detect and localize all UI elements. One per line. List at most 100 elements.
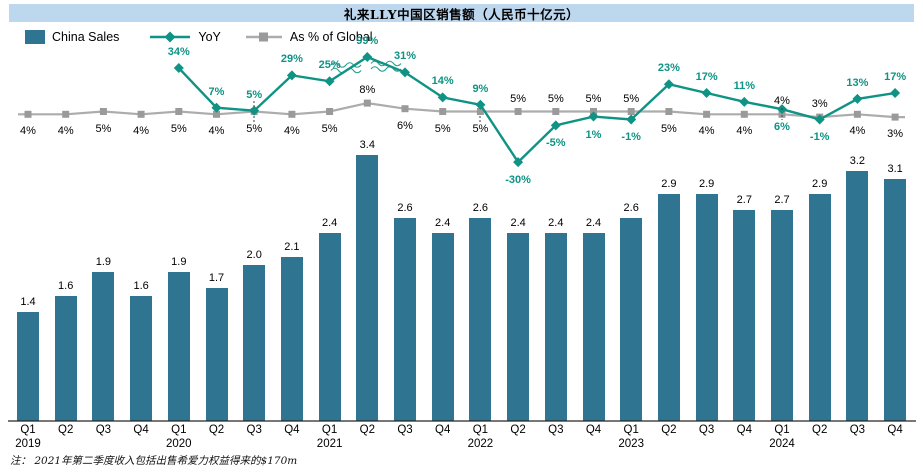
yoy-label: 99%: [356, 35, 379, 47]
diamond-marker: [701, 88, 712, 99]
sales-bar: [469, 217, 492, 421]
bar-value-label: 2.4: [548, 217, 564, 230]
sales-bar: [167, 272, 190, 421]
sales-bar: [92, 272, 115, 421]
x-tick-label: Q2: [812, 424, 828, 436]
year-label: 2020: [166, 438, 192, 450]
pct-of-global-label: 4%: [283, 125, 300, 138]
bar-value-label: 2.0: [246, 248, 262, 261]
diamond-marker: [739, 96, 750, 107]
yoy-label: 1%: [585, 128, 602, 141]
pct-of-global-label: 5%: [434, 122, 451, 135]
diamond-marker: [626, 114, 637, 125]
diamond-marker: [475, 99, 486, 110]
bar-value-label: 2.9: [812, 178, 828, 191]
square-marker: [740, 110, 748, 118]
bar-value-label: 3.2: [849, 154, 866, 167]
bar-value-label: 2.1: [284, 240, 300, 253]
x-tick-label: Q1: [171, 424, 187, 436]
legend-label-pct-of-global: As % of Global: [289, 30, 373, 44]
pct-of-global-line: [18, 101, 905, 119]
diamond-marker: [550, 120, 561, 131]
pct-of-global-label: 5%: [660, 122, 677, 135]
diamond-marker: [663, 79, 674, 90]
bar-value-label: 1.6: [133, 279, 149, 292]
yoy-label: -1%: [809, 131, 830, 144]
break-squiggle: [330, 62, 362, 68]
square-marker: [703, 110, 711, 118]
pct-of-global-label: 5%: [585, 92, 602, 105]
chart-title: 礼来LLY中国区销售额（人民币十亿元）: [343, 6, 580, 22]
break-squiggle: [330, 67, 362, 74]
pct-of-global-label: 4%: [736, 125, 753, 138]
break-squiggle: [370, 60, 402, 67]
x-tick-label: Q2: [661, 424, 677, 436]
line-diamond-icon: [150, 31, 191, 43]
x-tick-label: Q3: [849, 424, 866, 436]
diamond-marker: [211, 102, 222, 113]
yoy-label: 25%: [318, 59, 341, 72]
x-tick-label: Q1: [472, 424, 489, 436]
pct-of-global-label: 5%: [95, 122, 112, 135]
square-marker: [590, 108, 597, 115]
x-tick-label: Q4: [133, 424, 149, 436]
bar-value-label: 2.7: [774, 193, 790, 206]
bar-value-label: 2.4: [435, 217, 451, 230]
x-tick-label: Q4: [887, 424, 903, 436]
square-marker: [401, 105, 409, 113]
chart-title-bar: 礼来LLY中国区销售额（人民币十亿元）: [9, 4, 914, 22]
pct-of-global-label: 5%: [170, 122, 187, 135]
yoy-label: 23%: [657, 62, 680, 75]
x-tick-label: Q2: [359, 424, 375, 436]
diamond-marker: [588, 111, 599, 122]
square-marker: [213, 110, 220, 118]
bar-value-label: 3.4: [359, 139, 375, 152]
yoy-label: 7%: [208, 85, 225, 98]
pct-of-global-label: 4%: [133, 125, 150, 138]
bar-value-label: 1.9: [95, 256, 112, 269]
break-squiggle: [370, 66, 402, 72]
yoy-label: 9%: [472, 82, 489, 95]
x-tick-label: Q2: [208, 424, 225, 436]
square-marker: [175, 108, 183, 115]
pct-of-global-label: 4%: [698, 125, 715, 138]
pct-of-global-label: 5%: [547, 92, 564, 105]
pct-of-global-label: 4%: [57, 125, 74, 138]
x-tick-label: Q3: [698, 424, 715, 436]
diamond-marker: [362, 52, 373, 62]
pct-of-global-label: 8%: [359, 84, 376, 97]
pct-of-global-label: 5%: [472, 122, 489, 135]
sales-bar: [356, 155, 379, 421]
bar-value-label: 2.6: [623, 201, 639, 214]
square-marker: [778, 110, 786, 118]
yoy-label: 17%: [695, 71, 718, 83]
diamond-marker: [890, 88, 901, 99]
sales-bar: [884, 178, 907, 421]
pct-of-global-label: 4%: [20, 125, 36, 138]
sales-bar: [130, 295, 153, 421]
pct-of-global-label: 6%: [397, 119, 413, 132]
year-label: 2022: [467, 438, 494, 450]
square-marker: [853, 110, 861, 118]
x-tick-label: Q3: [246, 424, 262, 436]
square-marker: [62, 110, 70, 118]
sales-bar: [808, 194, 831, 421]
square-marker: [476, 108, 484, 115]
diamond-marker: [513, 157, 524, 168]
yoy-label: 34%: [167, 46, 190, 59]
yoy-label: -5%: [546, 137, 566, 150]
legend: China Sales YoY As % of Global: [25, 29, 373, 45]
square-marker: [137, 110, 145, 118]
sales-bar: [280, 256, 303, 421]
yoy-label: 31%: [393, 50, 417, 63]
yoy-label: 13%: [846, 76, 869, 89]
square-marker: [891, 113, 899, 121]
yoy-label: 17%: [884, 71, 907, 83]
bar-value-label: 2.9: [661, 178, 677, 191]
yoy-label: -1%: [621, 131, 641, 144]
bar-value-label: 2.4: [585, 217, 602, 230]
x-tick-label: Q2: [510, 424, 526, 436]
yoy-label: 14%: [431, 75, 454, 88]
